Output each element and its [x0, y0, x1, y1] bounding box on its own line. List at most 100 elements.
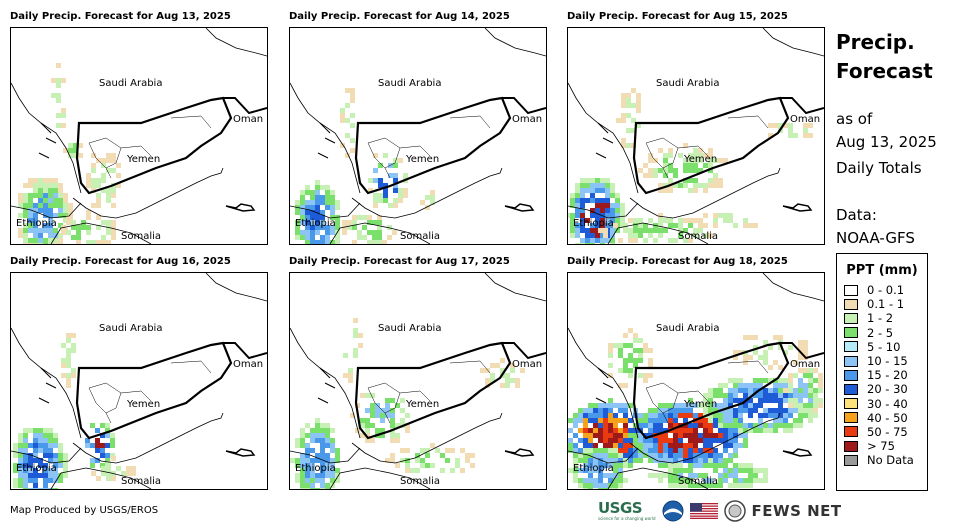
precip-cell	[643, 223, 648, 228]
precip-cell	[608, 423, 613, 428]
precip-cell	[510, 368, 515, 373]
precip-cell	[638, 418, 643, 423]
precip-cell	[43, 468, 48, 473]
precip-cell	[620, 208, 625, 213]
precip-cell	[460, 448, 465, 453]
precip-cell	[628, 358, 633, 363]
precip-cell	[743, 403, 748, 408]
precip-cell	[405, 448, 410, 453]
precip-cell	[330, 458, 335, 463]
precip-cell	[708, 403, 713, 408]
precip-cell	[585, 183, 590, 188]
precip-cell	[43, 183, 48, 188]
precip-cell	[58, 213, 63, 218]
precip-cell	[648, 423, 653, 428]
precip-cell	[708, 168, 713, 173]
oman-label: Oman	[512, 359, 542, 370]
precip-cell	[73, 153, 78, 158]
precip-cell	[63, 453, 68, 458]
precip-cell	[713, 213, 718, 218]
precip-cell	[393, 178, 398, 183]
precip-cell	[377, 240, 382, 244]
precip-cell	[61, 373, 66, 378]
precip-cell	[610, 183, 615, 188]
sidebar-data-source: Data: NOAA-GFS	[836, 204, 915, 250]
legend-item: 5 - 10	[837, 340, 927, 354]
precip-cell	[352, 240, 357, 244]
precip-cell	[357, 235, 362, 240]
precip-cell	[18, 453, 23, 458]
precip-cell	[718, 473, 723, 478]
precip-cell	[668, 478, 673, 483]
precip-cell	[733, 378, 738, 383]
precip-cell	[615, 193, 620, 198]
precip-cell	[370, 413, 375, 418]
precip-cell	[698, 183, 703, 188]
precip-cell	[315, 185, 320, 190]
precip-cell	[648, 453, 653, 458]
precip-cell	[728, 213, 733, 218]
precip-cell	[818, 398, 823, 403]
precip-cell	[126, 471, 131, 476]
precip-cell	[345, 88, 350, 93]
precip-cell	[320, 210, 325, 215]
somalia-label: Somalia	[400, 231, 440, 242]
precip-cell	[605, 218, 610, 223]
precip-cell	[703, 418, 708, 423]
precip-cell	[53, 433, 58, 438]
precip-layer	[290, 318, 525, 489]
precip-cell	[38, 228, 43, 233]
precip-cell	[658, 213, 663, 218]
precip-cell	[86, 183, 91, 188]
precip-cell	[365, 433, 370, 438]
precip-cell	[378, 163, 383, 168]
precip-cell	[713, 448, 718, 453]
precip-cell	[813, 398, 818, 403]
precip-cell	[658, 463, 663, 468]
precip-cell	[573, 418, 578, 423]
precip-cell	[575, 183, 580, 188]
precip-cell	[106, 240, 111, 244]
precip-cell	[683, 443, 688, 448]
precip-cell	[71, 343, 76, 348]
precip-cell	[728, 438, 733, 443]
precip-cell	[568, 418, 573, 423]
precip-cell	[648, 358, 653, 363]
precip-cell	[593, 433, 598, 438]
legend-label: 1 - 2	[867, 311, 894, 326]
precip-cell	[803, 408, 808, 413]
legend-swatch	[844, 426, 858, 438]
precip-cell	[813, 378, 818, 383]
precip-cell	[668, 453, 673, 458]
precip-cell	[743, 428, 748, 433]
precip-cell	[370, 423, 375, 428]
forecast-panel: Daily Precip. Forecast for Aug 17, 2025 S…	[289, 256, 547, 490]
precip-cell	[673, 423, 678, 428]
precip-cell	[793, 418, 798, 423]
precip-cell	[95, 443, 100, 448]
precip-cell	[95, 458, 100, 463]
precip-cell	[753, 423, 758, 428]
precip-cell	[86, 240, 91, 244]
precip-cell	[86, 225, 91, 230]
precip-cell	[628, 458, 633, 463]
precip-cell	[808, 418, 813, 423]
precip-cell	[768, 393, 773, 398]
somalia-label: Somalia	[400, 476, 440, 487]
precip-cell	[753, 473, 758, 478]
precip-cell	[605, 183, 610, 188]
precip-cell	[623, 423, 628, 428]
precip-cell	[598, 418, 603, 423]
us-flag-icon	[689, 503, 718, 519]
precip-cell	[315, 200, 320, 205]
precip-cell	[598, 433, 603, 438]
precip-cell	[813, 408, 818, 413]
precip-cell	[663, 458, 668, 463]
precip-cell	[688, 413, 693, 418]
precip-cell	[653, 458, 658, 463]
precip-cell	[743, 335, 748, 340]
legend-label: 40 - 50	[867, 410, 908, 425]
precip-cell	[403, 188, 408, 193]
precip-cell	[111, 158, 116, 163]
precip-cell	[320, 448, 325, 453]
